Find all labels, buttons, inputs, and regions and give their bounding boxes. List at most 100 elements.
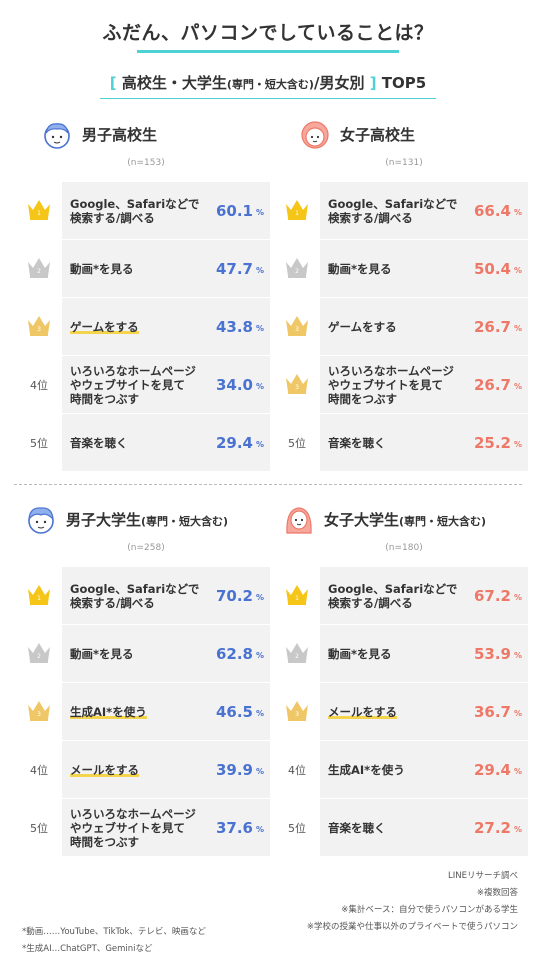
percent-sign: %	[255, 825, 264, 834]
sample-size: (n=258)	[127, 543, 165, 553]
row-box: 動画*を見る 62.8%	[62, 625, 270, 682]
ranking-row: 1 Google、Safariなどで 検索する/調べる 60.1%	[22, 182, 270, 239]
svg-text:2: 2	[295, 268, 299, 275]
percentage-number: 34.0	[215, 375, 253, 394]
crown-icon: 1	[26, 196, 52, 222]
panel-title-main: 女子大学生	[324, 511, 400, 529]
rank: 3	[22, 683, 56, 740]
row-box: メールをする 36.7%	[320, 683, 528, 740]
activity-text: メールをする	[328, 704, 397, 719]
ranking-row: 1 Google、Safariなどで 検索する/調べる 67.2%	[280, 567, 528, 624]
activity-text: 生成AI*を使う	[70, 704, 147, 719]
crown-icon: 1	[284, 581, 310, 607]
activity-label: いろいろなホームページ やウェブサイトを見て 時間をつぶす	[328, 356, 458, 413]
activity-label: いろいろなホームページ やウェブサイトを見て 時間をつぶす	[70, 356, 200, 413]
ranking-row: 3 ゲームをする 26.7%	[280, 298, 528, 355]
rank: 2	[22, 625, 56, 682]
ranking-row: 2 動画*を見る 47.7%	[22, 240, 270, 297]
row-box: いろいろなホームページ やウェブサイトを見て 時間をつぶす 37.6%	[62, 799, 270, 856]
activity-label: 音楽を聴く	[328, 799, 458, 856]
ranking-row: 1 Google、Safariなどで 検索する/調べる 70.2%	[22, 567, 270, 624]
activity-label: 生成AI*を使う	[70, 683, 200, 740]
percentage-number: 39.9	[215, 760, 253, 779]
row-box: メールをする 39.9%	[62, 741, 270, 798]
percent-sign: %	[255, 440, 264, 449]
ranking-row: 3 生成AI*を使う 46.5%	[22, 683, 270, 740]
percent-sign: %	[255, 651, 264, 660]
notes-right: LINEリサーチ調べ ※複数回答 ※集計ベース：自分で使うパソコンがある学生 ※…	[307, 868, 518, 936]
row-box: ゲームをする 26.7%	[320, 298, 528, 355]
ranking-row: 2 動画*を見る 53.9%	[280, 625, 528, 682]
row-box: 動画*を見る 47.7%	[62, 240, 270, 297]
percent-sign: %	[255, 266, 264, 275]
activity-text: ゲームをする	[328, 319, 397, 334]
row-box: 動画*を見る 53.9%	[320, 625, 528, 682]
rank: 1	[280, 567, 314, 624]
activity-text: メールをする	[70, 762, 139, 777]
percentage-number: 26.7	[473, 375, 511, 394]
percentage-value: 39.9%	[216, 741, 264, 798]
sample-size: (n=131)	[385, 158, 423, 168]
percentage-number: 37.6	[215, 818, 253, 837]
activity-text: 音楽を聴く	[328, 435, 386, 450]
note-source: LINEリサーチ調べ	[448, 871, 518, 881]
activity-label: 音楽を聴く	[70, 414, 200, 471]
rank: 5位	[22, 799, 56, 856]
activity-text: いろいろなホームページ やウェブサイトを見て 時間をつぶす	[70, 806, 196, 849]
subtitle-paren: (専門・短大含む)	[226, 78, 314, 91]
row-box: ゲームをする 43.8%	[62, 298, 270, 355]
ranking-row: 2 動画*を見る 62.8%	[22, 625, 270, 682]
panel-header: 女子高校生 (n=131)	[280, 120, 528, 182]
svg-text:3: 3	[295, 326, 299, 333]
rank: 2	[280, 240, 314, 297]
row-box: 生成AI*を使う 29.4%	[320, 741, 528, 798]
percent-sign: %	[513, 767, 522, 776]
ranking-row: 5位 音楽を聴く 27.2%	[280, 799, 528, 856]
percentage-number: 60.1	[215, 201, 253, 220]
activity-label: 動画*を見る	[328, 625, 458, 682]
percentage-value: 50.4%	[474, 240, 522, 297]
percentage-value: 47.7%	[216, 240, 264, 297]
girl-icon	[300, 120, 330, 150]
svg-text:1: 1	[37, 595, 41, 602]
percentage-number: 27.2	[473, 818, 511, 837]
rank: 5位	[280, 799, 314, 856]
percentage-value: 67.2%	[474, 567, 522, 624]
subtitle-rest: /男女別	[313, 74, 365, 92]
panel-title-main: 男子大学生	[66, 511, 142, 529]
title-underline	[137, 50, 399, 53]
row-box: 音楽を聴く 29.4%	[62, 414, 270, 471]
percentage-value: 29.4%	[216, 414, 264, 471]
panel-title-main: 男子高校生	[82, 126, 158, 144]
rank-label: 5位	[288, 822, 306, 835]
activity-label: Google、Safariなどで 検索する/調べる	[328, 567, 458, 624]
activity-text: いろいろなホームページ やウェブサイトを見て 時間をつぶす	[328, 363, 454, 406]
rank-label: 5位	[30, 437, 48, 450]
panel-header: 男子高校生 (n=153)	[22, 120, 270, 182]
note-multi: ※複数回答	[476, 888, 518, 898]
crown-icon: 2	[284, 254, 310, 280]
sample-size: (n=180)	[385, 543, 423, 553]
percent-sign: %	[513, 709, 522, 718]
activity-text: いろいろなホームページ やウェブサイトを見て 時間をつぶす	[70, 363, 196, 406]
panel-female-highschool: 女子高校生 (n=131) 1 Google、Safariなどで 検索する/調べる 66…	[280, 120, 528, 472]
ranking-row: 3 いろいろなホームページ やウェブサイトを見て 時間をつぶす 26.7%	[280, 356, 528, 413]
activity-text: 音楽を聴く	[328, 820, 386, 835]
row-box: Google、Safariなどで 検索する/調べる 66.4%	[320, 182, 528, 239]
percentage-value: 66.4%	[474, 182, 522, 239]
activity-text: Google、Safariなどで 検索する/調べる	[328, 581, 458, 610]
panel-title-sub: (専門・短大含む)	[399, 515, 487, 528]
row-box: いろいろなホームページ やウェブサイトを見て 時間をつぶす 26.7%	[320, 356, 528, 413]
percent-sign: %	[255, 208, 264, 217]
rank: 2	[22, 240, 56, 297]
percentage-number: 62.8	[215, 644, 253, 663]
crown-icon: 2	[284, 639, 310, 665]
row-box: いろいろなホームページ やウェブサイトを見て 時間をつぶす 34.0%	[62, 356, 270, 413]
rank: 5位	[280, 414, 314, 471]
rank: 1	[22, 567, 56, 624]
svg-text:1: 1	[295, 210, 299, 217]
rank: 3	[280, 683, 314, 740]
svg-text:3: 3	[295, 384, 299, 391]
ranking-row: 3 メールをする 36.7%	[280, 683, 528, 740]
percent-sign: %	[513, 208, 522, 217]
